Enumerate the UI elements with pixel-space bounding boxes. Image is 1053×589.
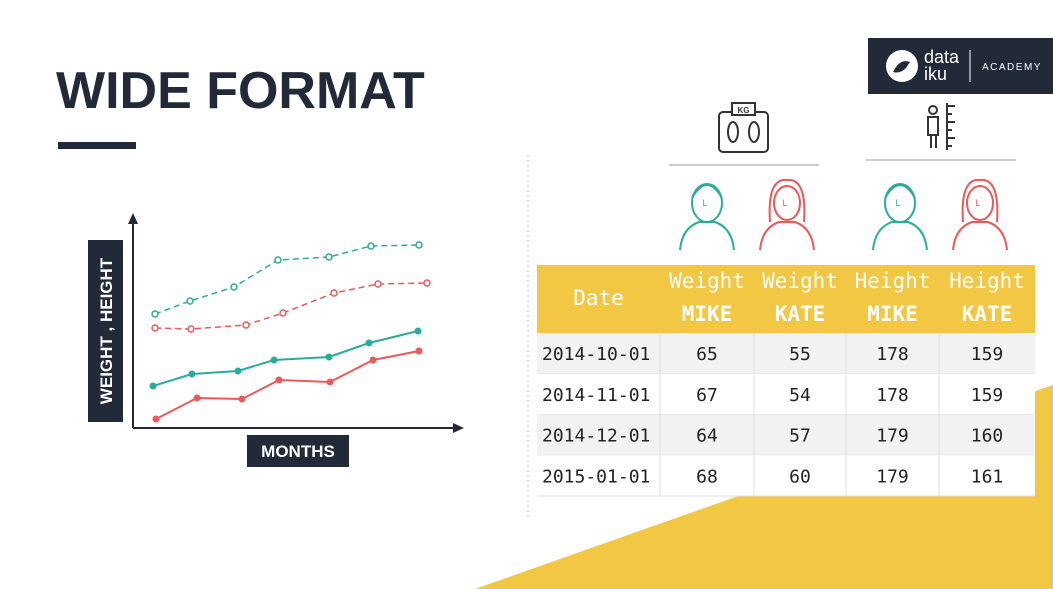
line <box>155 350 420 420</box>
cell: 67 <box>696 385 718 406</box>
scale-label: KG <box>738 106 750 115</box>
body <box>952 221 1008 251</box>
head <box>773 185 801 221</box>
y-label: WEIGHT , HEIGHT <box>97 257 116 404</box>
header-cell: MIKE <box>682 302 733 326</box>
table: Date Weight MIKE Weight KATE Height MIKE Height… <box>537 265 1035 497</box>
cell: 54 <box>789 385 811 406</box>
arrow <box>128 213 138 224</box>
cell: 65 <box>696 344 718 365</box>
title: WIDE FORMAT <box>56 62 425 120</box>
person-icon <box>679 183 735 251</box>
header-cell: Date <box>573 286 624 310</box>
header-cell: KATE <box>775 302 826 326</box>
markers <box>151 241 423 318</box>
schematic-chart: WEIGHT , HEIGHT MONTHS <box>88 213 464 467</box>
cell: 2014-12-01 <box>542 426 650 447</box>
markers <box>149 327 422 390</box>
person-icon <box>872 183 928 251</box>
cell: 57 <box>789 426 811 447</box>
header-cell: Height <box>855 269 931 293</box>
shirt-label: L <box>702 198 707 208</box>
cell: 2015-01-01 <box>542 466 650 487</box>
hair <box>961 178 999 223</box>
hair <box>691 184 723 199</box>
cell: 179 <box>876 426 909 447</box>
cell: 178 <box>876 385 909 406</box>
shirt-label: L <box>895 198 900 208</box>
x-label: MONTHS <box>261 442 335 461</box>
cell: 159 <box>971 385 1004 406</box>
line <box>154 282 428 330</box>
row-bg <box>537 414 1035 456</box>
cell: 2014-11-01 <box>542 385 650 406</box>
body <box>872 221 928 251</box>
cell: 2014-10-01 <box>542 344 650 365</box>
cell: 160 <box>971 426 1004 447</box>
header-cell: Weight <box>669 269 745 293</box>
body <box>679 221 735 251</box>
row-bg <box>537 455 1035 496</box>
scale-icon <box>718 102 769 153</box>
cell: 178 <box>876 344 909 365</box>
logo-bird-shape <box>893 61 910 73</box>
cell: 159 <box>971 344 1004 365</box>
x-label-box <box>247 435 349 467</box>
cell: 161 <box>971 466 1004 487</box>
cell: 179 <box>876 466 909 487</box>
markers <box>152 347 423 423</box>
cell: 60 <box>789 466 811 487</box>
header-cell: Height <box>949 269 1025 293</box>
cell: 55 <box>789 344 811 365</box>
logo-text: iku <box>924 64 947 84</box>
body <box>759 221 815 251</box>
line <box>154 244 420 315</box>
row-bg <box>537 333 1035 374</box>
cell: 64 <box>696 426 718 447</box>
person-icon <box>759 178 815 251</box>
ruler-icon <box>927 103 955 150</box>
person-icon <box>952 178 1008 251</box>
shirt-label: L <box>782 198 787 208</box>
cell: 68 <box>696 466 718 487</box>
markers <box>151 279 431 333</box>
head <box>966 185 994 221</box>
hair <box>884 184 916 199</box>
hair <box>768 178 806 223</box>
title-underline <box>58 142 136 149</box>
header-bg <box>537 265 1035 333</box>
arrow <box>453 423 464 433</box>
y-label-box <box>88 240 123 422</box>
logo: data iku ACADEMY <box>868 38 1053 94</box>
header-cell: Weight <box>762 269 838 293</box>
header-cell: MIKE <box>867 302 918 326</box>
logo-text: data <box>924 47 960 67</box>
header-cell: KATE <box>962 302 1013 326</box>
row-bg <box>537 373 1035 415</box>
shirt-label: L <box>975 198 980 208</box>
logo-tag: ACADEMY <box>982 62 1042 73</box>
